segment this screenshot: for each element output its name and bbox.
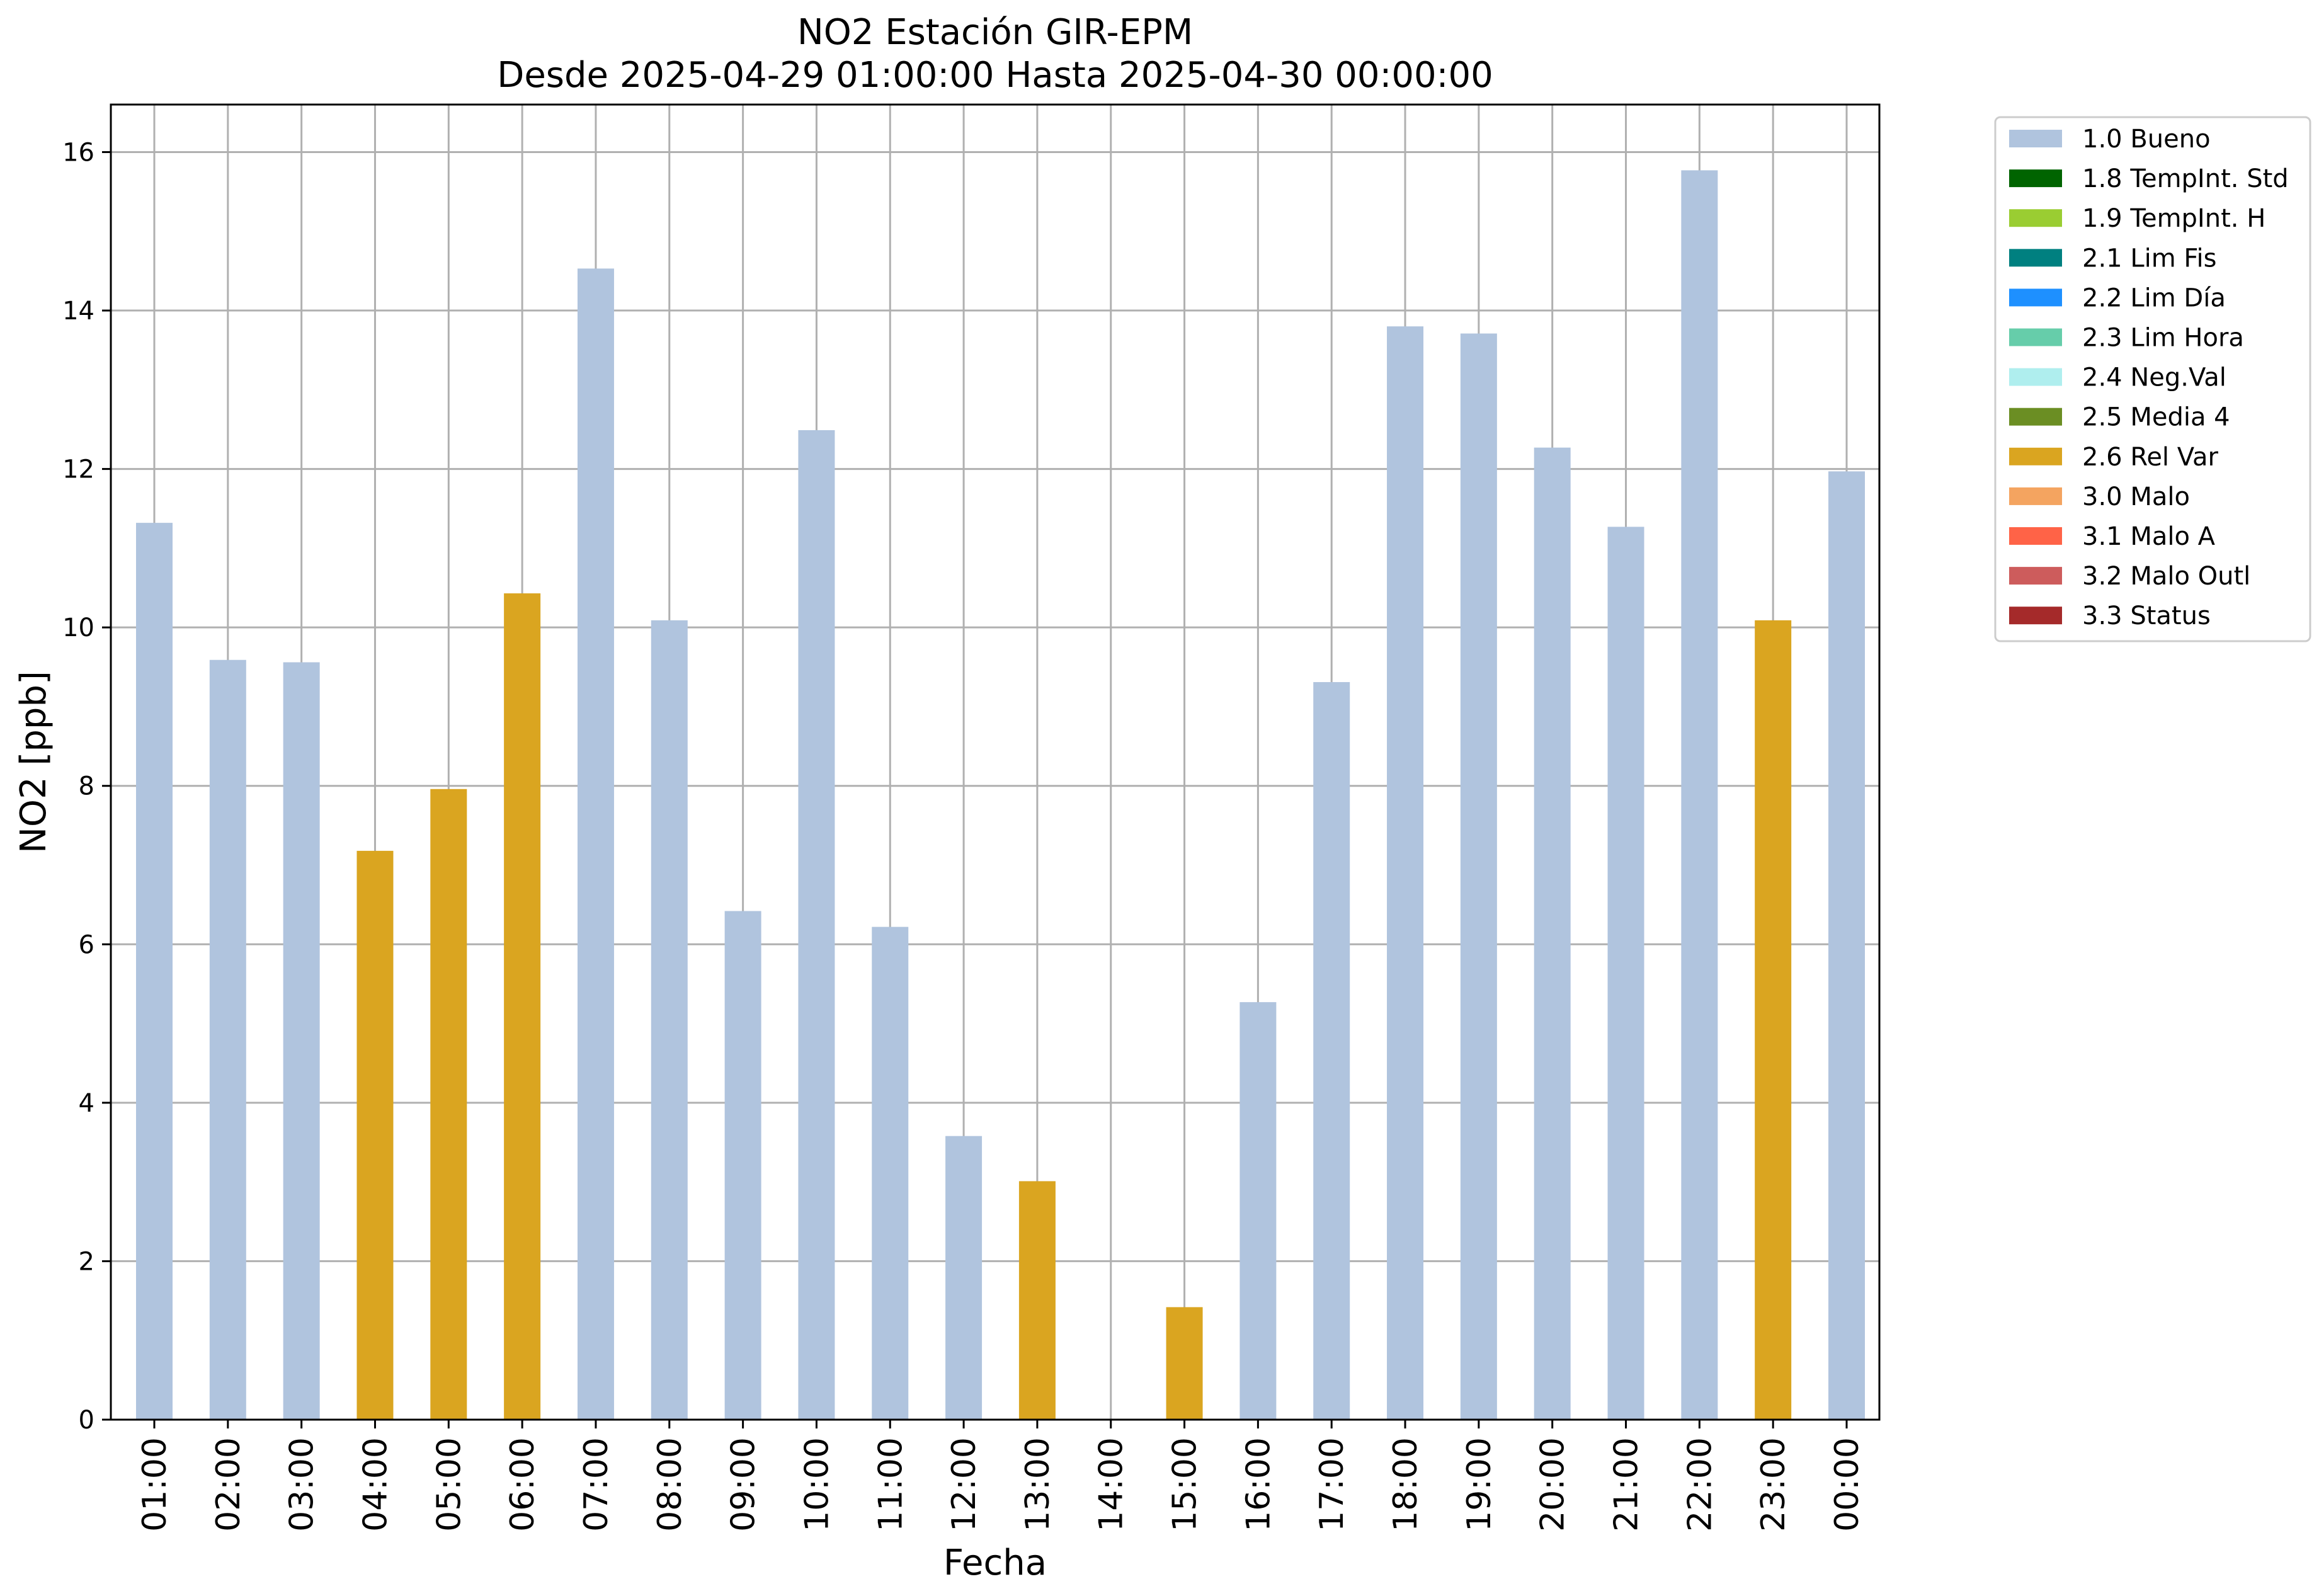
bar-0500 <box>430 789 467 1420</box>
x-tick-label: 00:00 <box>1828 1437 1866 1532</box>
bar-1500 <box>1166 1307 1203 1420</box>
legend-box <box>1994 116 2311 642</box>
bar-1700 <box>1313 681 1350 1420</box>
x-tick-label: 10:00 <box>798 1437 836 1532</box>
legend-swatch <box>2009 447 2062 465</box>
y-axis-ticks: 0 2 4 6 8 10 12 14 16 <box>62 138 111 1435</box>
y-tick-label: 12 <box>62 455 94 484</box>
x-tick-label: 11:00 <box>872 1437 909 1532</box>
bar-1600 <box>1239 1002 1277 1420</box>
y-tick-label: 10 <box>62 613 94 642</box>
y-tick-label: 16 <box>62 138 94 167</box>
bars <box>136 170 1865 1420</box>
x-tick-label: 22:00 <box>1681 1437 1719 1532</box>
bar-0100 <box>136 523 173 1420</box>
legend-swatch <box>2009 288 2062 307</box>
x-tick-label: 20:00 <box>1534 1437 1572 1532</box>
bar-0700 <box>577 268 614 1420</box>
bar-1900 <box>1460 333 1497 1420</box>
legend-label: 2.5 Media 4 <box>2082 403 2230 432</box>
legend-label: 3.0 Malo <box>2082 482 2190 511</box>
legend-label: 1.9 TempInt. H <box>2082 204 2265 233</box>
x-tick-label: 08:00 <box>651 1437 689 1532</box>
bar-1200 <box>945 1136 983 1420</box>
legend-label: 3.1 Malo A <box>2082 522 2216 551</box>
y-tick-label: 8 <box>79 772 94 801</box>
legend-swatch <box>2009 169 2062 188</box>
legend-swatch <box>2009 130 2062 147</box>
x-tick-label: 21:00 <box>1608 1437 1646 1532</box>
bar-0200 <box>209 659 246 1420</box>
x-tick-label: 15:00 <box>1166 1437 1204 1532</box>
bar-0800 <box>651 620 688 1420</box>
legend-swatch <box>2009 487 2062 505</box>
x-tick-label: 17:00 <box>1313 1437 1351 1532</box>
x-axis-ticks: 01:00 02:00 03:00 04:00 05:00 06:00 07:00 08:00… <box>136 1420 1866 1532</box>
legend-label: 2.1 Lim Fis <box>2082 244 2216 273</box>
x-tick-label: 23:00 <box>1755 1437 1792 1532</box>
legend-label: 3.3 Status <box>2082 601 2211 630</box>
y-tick-label: 6 <box>79 930 94 959</box>
bar-0400 <box>356 850 394 1420</box>
x-tick-label: 09:00 <box>725 1437 763 1532</box>
x-tick-label: 13:00 <box>1019 1437 1057 1532</box>
x-tick-label: 12:00 <box>945 1437 983 1532</box>
y-tick-label: 4 <box>79 1089 94 1118</box>
bar-1000 <box>798 430 835 1420</box>
chart-subtitle: Desde 2025-04-29 01:00:00 Hasta 2025-04-… <box>497 55 1493 96</box>
bar-1100 <box>872 926 909 1420</box>
bar-1300 <box>1018 1181 1056 1420</box>
legend-swatch <box>2009 408 2062 426</box>
bar-2100 <box>1607 527 1644 1420</box>
y-tick-label: 14 <box>62 297 94 326</box>
bar-0000 <box>1828 471 1865 1420</box>
y-tick-label: 0 <box>79 1406 94 1435</box>
bar-1800 <box>1387 326 1424 1420</box>
bar-0900 <box>724 911 761 1420</box>
legend-label: 2.2 Lim Día <box>2082 283 2226 312</box>
legend-swatch <box>2009 328 2062 346</box>
bar-0300 <box>283 662 320 1420</box>
y-axis-label: NO2 [ppb] <box>13 671 54 853</box>
legend-label: 2.4 Neg.Val <box>2082 363 2226 392</box>
legend-label: 3.2 Malo Outl <box>2082 562 2250 591</box>
legend: 1.0 Bueno 1.8 TempInt. Std 1.9 TempInt. H 2… <box>1994 116 2311 642</box>
legend-swatch <box>2009 527 2062 545</box>
legend-label: 1.0 Bueno <box>2082 125 2211 154</box>
x-tick-label: 06:00 <box>504 1437 542 1532</box>
x-tick-label: 14:00 <box>1093 1437 1131 1532</box>
x-tick-label: 16:00 <box>1239 1437 1277 1532</box>
legend-label: 2.3 Lim Hora <box>2082 324 2244 353</box>
legend-label: 2.6 Rel Var <box>2082 443 2219 472</box>
chart-title: NO2 Estación GIR-EPM <box>797 12 1193 53</box>
y-tick-label: 2 <box>79 1247 94 1276</box>
x-tick-label: 05:00 <box>430 1437 468 1532</box>
bar-2200 <box>1681 170 1718 1420</box>
x-tick-label: 07:00 <box>578 1437 615 1532</box>
bar-2300 <box>1755 620 1792 1420</box>
x-axis-label: Fecha <box>943 1542 1047 1583</box>
x-tick-label: 03:00 <box>283 1437 321 1532</box>
legend-swatch <box>2009 209 2062 227</box>
x-tick-label: 01:00 <box>136 1437 174 1532</box>
bar-0600 <box>504 593 541 1420</box>
legend-label: 1.8 TempInt. Std <box>2082 164 2289 193</box>
x-tick-label: 04:00 <box>356 1437 394 1532</box>
x-tick-label: 19:00 <box>1461 1437 1498 1532</box>
legend-swatch <box>2009 567 2062 585</box>
legend-swatch <box>2009 368 2062 386</box>
legend-swatch <box>2009 249 2062 267</box>
legend-swatch <box>2009 607 2062 625</box>
x-tick-label: 02:00 <box>210 1437 248 1532</box>
x-tick-label: 18:00 <box>1387 1437 1425 1532</box>
bar-2000 <box>1534 447 1571 1420</box>
plot-area-frame <box>110 103 1881 1421</box>
